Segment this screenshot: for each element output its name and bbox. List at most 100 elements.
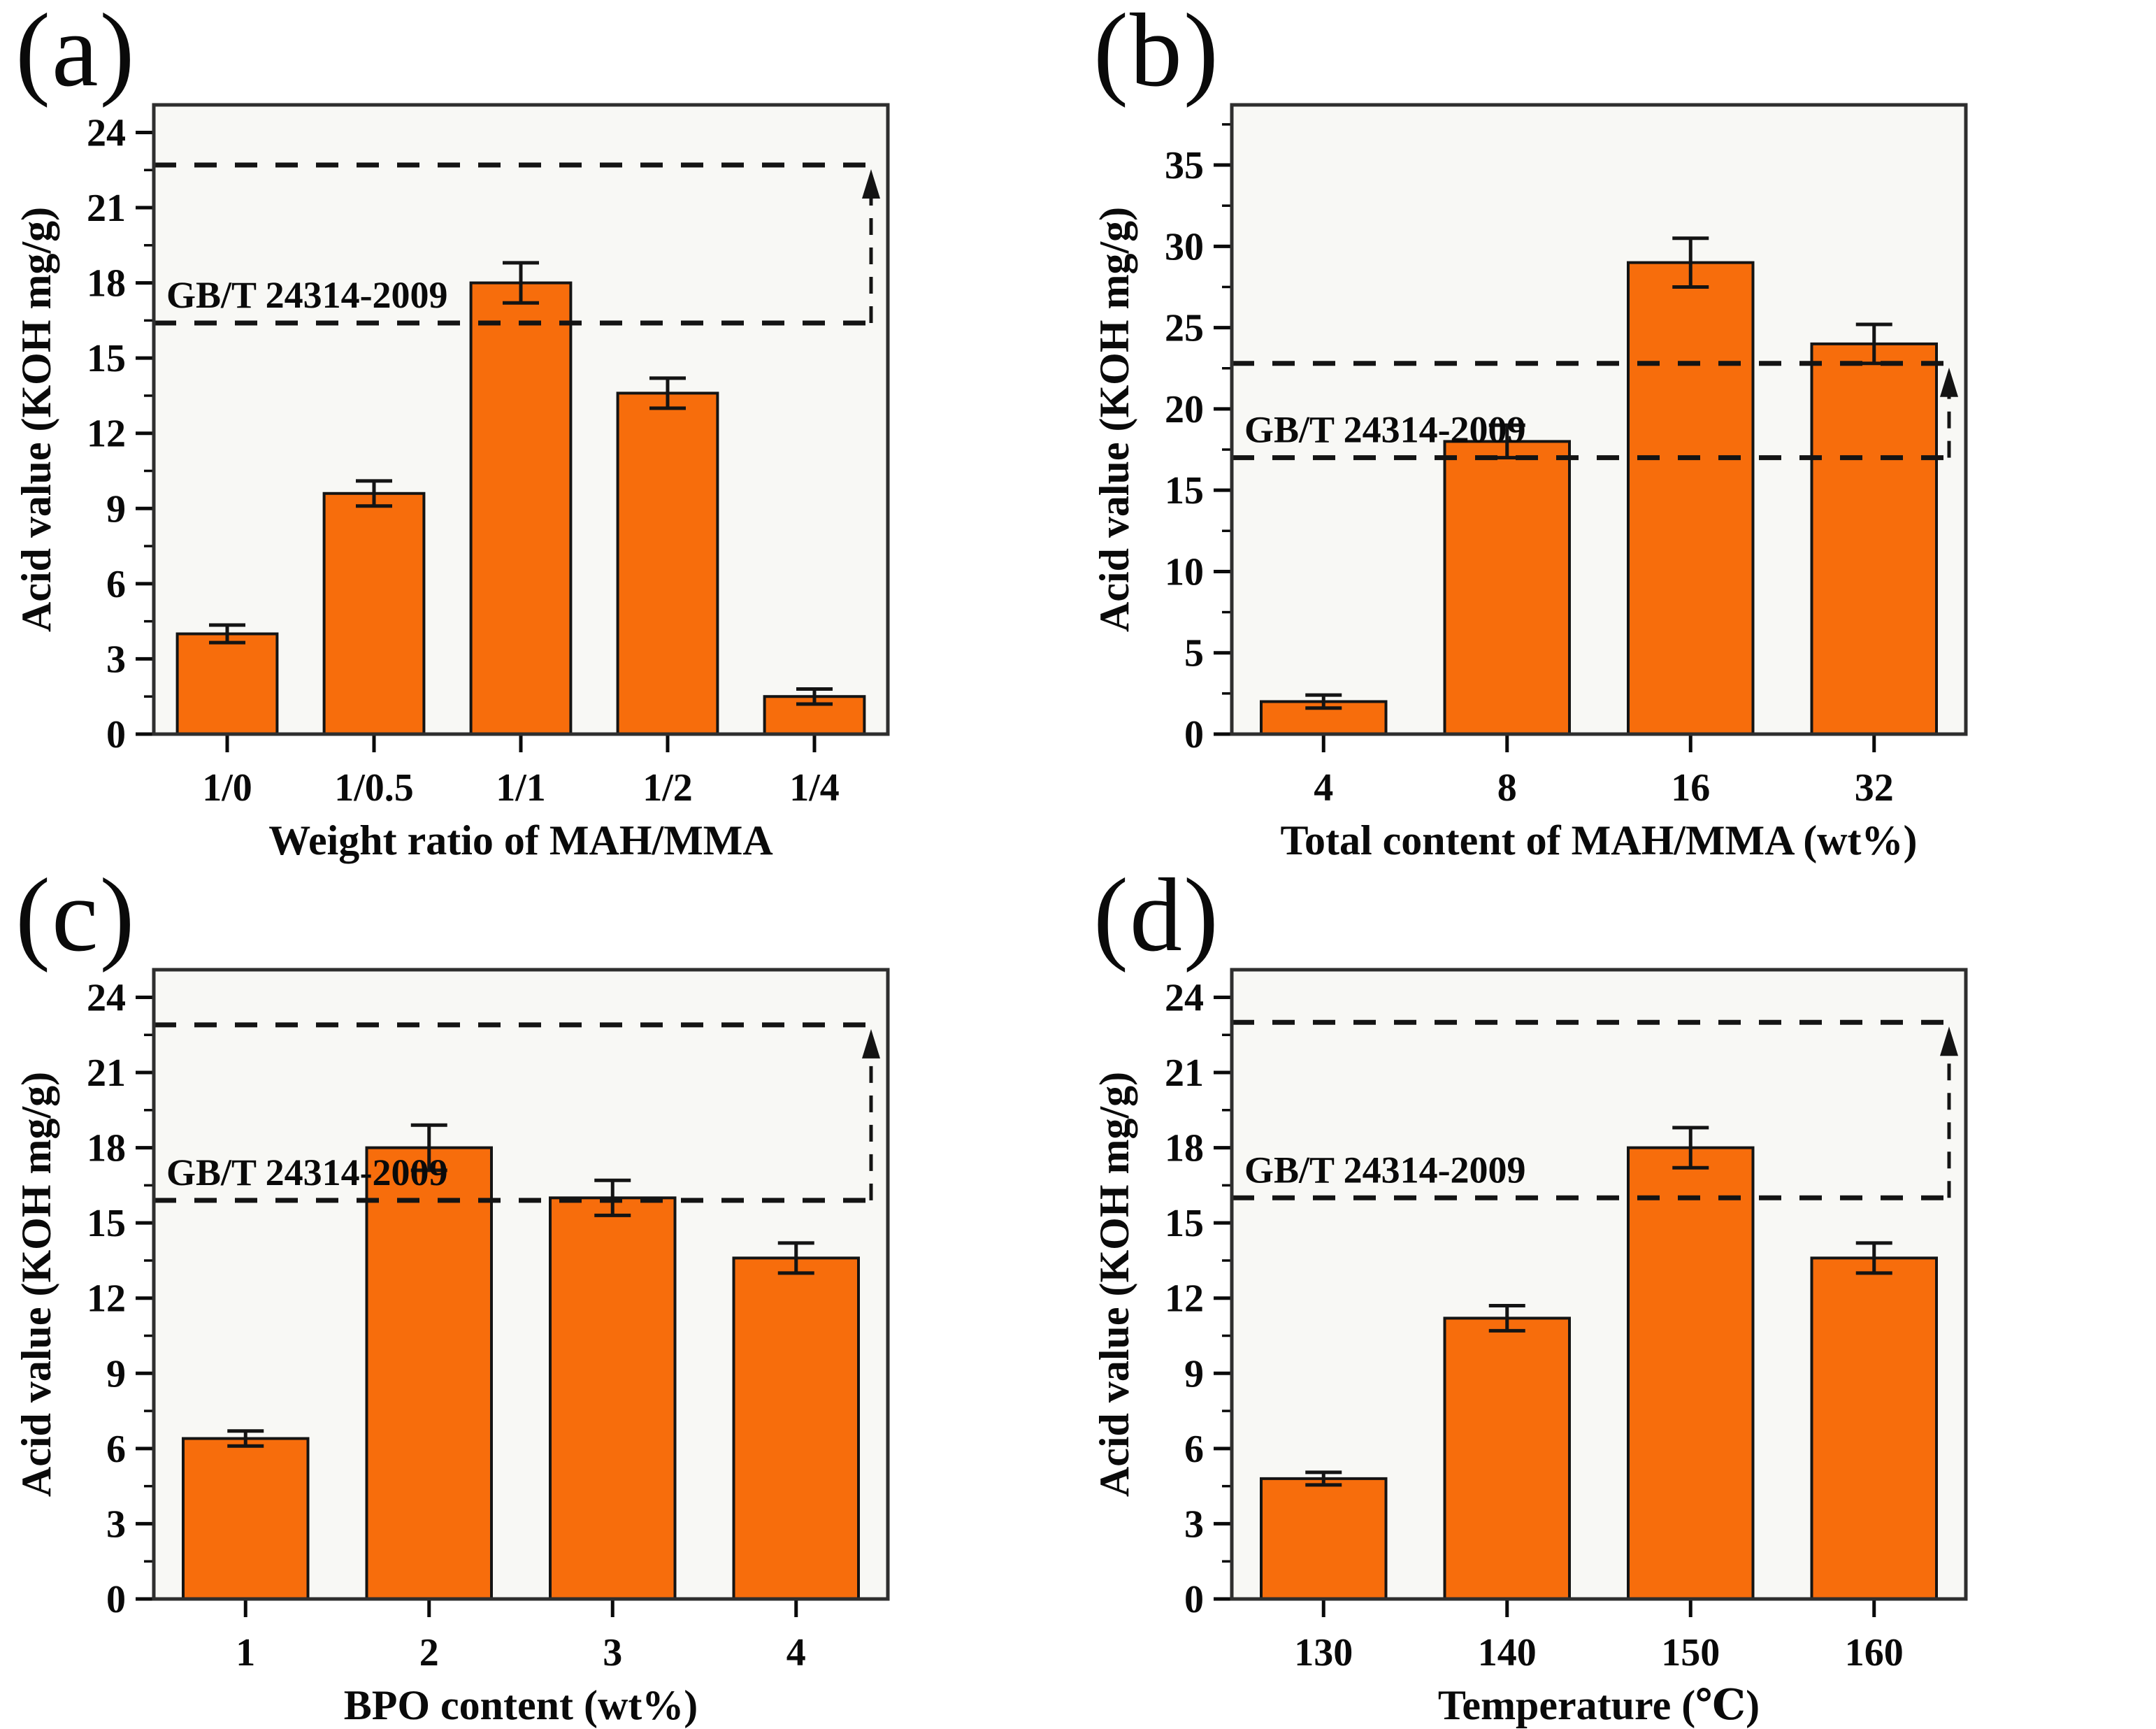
y-tick-label: 12 xyxy=(87,1277,126,1321)
panel-a: (a) GB/T 24314-2009 0 3 6 9 12 15 18 21 24 1/0 1/0.… xyxy=(0,0,1078,864)
y-tick-label: 24 xyxy=(87,976,126,1019)
bar-8 xyxy=(1443,440,1571,736)
y-tick-label: 3 xyxy=(106,1502,126,1546)
x-tick-label: 130 xyxy=(1294,1631,1353,1674)
ref-line-label: GB/T 24314-2009 xyxy=(166,1152,448,1193)
bar-32 xyxy=(1810,342,1938,736)
bar-3 xyxy=(549,1196,677,1601)
y-tick-label: 15 xyxy=(87,337,126,380)
plot-frame xyxy=(1230,103,1968,736)
x-tick-label: 1/2 xyxy=(642,766,693,810)
y-tick-label: 9 xyxy=(106,487,126,531)
bar-2 xyxy=(365,1146,493,1600)
y-tick-label: 10 xyxy=(1165,550,1204,594)
x-tick-label: 32 xyxy=(1855,766,1894,810)
ref-line-label: GB/T 24314-2009 xyxy=(1244,1149,1526,1191)
panel-c: (c) GB/T 24314-2009 0 3 6 9 12 15 18 21 24 1 2 3 4 BPO… xyxy=(0,857,1078,1729)
up-arrow-icon xyxy=(1940,1026,1958,1056)
x-tick-label: 4 xyxy=(786,1631,806,1674)
x-tick-label: 1/1 xyxy=(496,766,546,810)
y-tick-label: 24 xyxy=(87,111,126,155)
y-tick-label: 6 xyxy=(106,563,126,606)
bar-160 xyxy=(1810,1256,1938,1600)
ref-line-label: GB/T 24314-2009 xyxy=(166,274,448,316)
y-tick-label: 12 xyxy=(87,412,126,456)
y-tick-label: 18 xyxy=(87,262,126,306)
y-tick-label: 0 xyxy=(1184,713,1204,756)
y-tick-label: 15 xyxy=(1165,469,1204,512)
plot-frame xyxy=(152,103,890,736)
bar-150 xyxy=(1627,1146,1755,1600)
bar-16 xyxy=(1627,261,1755,736)
y-tick-label: 15 xyxy=(87,1202,126,1245)
y-tick-label: 12 xyxy=(1165,1277,1204,1321)
panel-b: (b) GB/T 24314-2009 0 5 10 15 20 25 30 35 4 8 16 32 T… xyxy=(1078,0,2156,864)
up-arrow-icon xyxy=(862,1028,880,1059)
y-axis-title: Acid value (KOH mg/g) xyxy=(13,207,59,632)
y-tick-label: 0 xyxy=(1184,1578,1204,1621)
x-axis-title: Total content of MAH/MMA (wt%) xyxy=(1281,817,1918,863)
bar-1/0 xyxy=(175,632,279,736)
y-tick-label: 9 xyxy=(106,1352,126,1396)
panel-a-label: (a) xyxy=(15,0,136,108)
x-tick-label: 1/4 xyxy=(789,766,840,810)
x-tick-label: 150 xyxy=(1661,1631,1720,1674)
y-tick-label: 30 xyxy=(1165,225,1204,268)
x-tick-label: 1 xyxy=(236,1631,255,1674)
up-arrow-icon xyxy=(862,169,880,199)
chart-d-bar-svg: GB/T 24314-2009 0 3 6 9 12 15 18 21 24 130 140 150 16… xyxy=(1091,968,1968,1728)
bar-1/1 xyxy=(469,281,573,736)
y-tick-label: 5 xyxy=(1184,632,1204,675)
x-tick-label: 3 xyxy=(603,1631,622,1674)
up-arrow-icon xyxy=(1940,367,1958,397)
chart-a-bar-svg: GB/T 24314-2009 0 3 6 9 12 15 18 21 24 1/0 1/0.5 1/1… xyxy=(13,103,890,863)
x-tick-label: 1/0 xyxy=(202,766,252,810)
y-tick-label: 21 xyxy=(1165,1052,1204,1095)
panel-b-label: (b) xyxy=(1093,0,1220,108)
y-tick-label: 0 xyxy=(106,713,126,756)
y-tick-label: 24 xyxy=(1165,976,1204,1019)
y-axis-title: Acid value (KOH mg/g) xyxy=(1091,207,1137,632)
bar-1/0.5 xyxy=(322,492,426,736)
bar-1/2 xyxy=(616,392,719,736)
bar-130 xyxy=(1260,1477,1388,1600)
y-tick-label: 35 xyxy=(1165,144,1204,187)
bar-4 xyxy=(732,1256,860,1600)
ref-line-label: GB/T 24314-2009 xyxy=(1244,409,1526,451)
y-axis-title: Acid value (KOH mg/g) xyxy=(13,1072,59,1497)
y-tick-label: 0 xyxy=(106,1578,126,1621)
chart-b-bar-svg: GB/T 24314-2009 0 5 10 15 20 25 30 35 4 8 16 32 Total… xyxy=(1091,103,1968,863)
panel-d-label: (d) xyxy=(1093,857,1220,973)
x-tick-label: 4 xyxy=(1314,766,1333,810)
y-tick-label: 25 xyxy=(1165,307,1204,350)
x-tick-label: 16 xyxy=(1671,766,1710,810)
y-tick-label: 20 xyxy=(1165,388,1204,431)
y-tick-label: 3 xyxy=(1184,1502,1204,1546)
y-tick-label: 3 xyxy=(106,638,126,681)
x-tick-label: 140 xyxy=(1478,1631,1537,1674)
x-tick-label: 2 xyxy=(419,1631,439,1674)
y-tick-label: 18 xyxy=(87,1127,126,1170)
y-axis-title: Acid value (KOH mg/g) xyxy=(1091,1072,1137,1497)
plot-frame xyxy=(1230,968,1968,1601)
x-axis-title: Weight ratio of MAH/MMA xyxy=(268,817,773,863)
panel-d: (d) GB/T 24314-2009 0 3 6 9 12 15 18 21 24 130 140 1… xyxy=(1078,857,2156,1729)
x-tick-label: 1/0.5 xyxy=(334,766,414,810)
y-tick-label: 21 xyxy=(87,1052,126,1095)
y-tick-label: 18 xyxy=(1165,1127,1204,1170)
x-axis-title: BPO content (wt%) xyxy=(344,1682,698,1728)
y-tick-label: 21 xyxy=(87,187,126,230)
panel-c-label: (c) xyxy=(15,857,136,973)
bar-140 xyxy=(1443,1317,1571,1600)
y-tick-label: 9 xyxy=(1184,1352,1204,1396)
x-tick-label: 8 xyxy=(1497,766,1517,810)
plot-frame xyxy=(152,968,890,1601)
bar-1 xyxy=(182,1437,310,1601)
x-axis-title: Temperature (℃) xyxy=(1438,1682,1760,1728)
y-tick-label: 15 xyxy=(1165,1202,1204,1245)
y-tick-label: 6 xyxy=(1184,1428,1204,1471)
y-tick-label: 6 xyxy=(106,1428,126,1471)
x-tick-label: 160 xyxy=(1845,1631,1904,1674)
